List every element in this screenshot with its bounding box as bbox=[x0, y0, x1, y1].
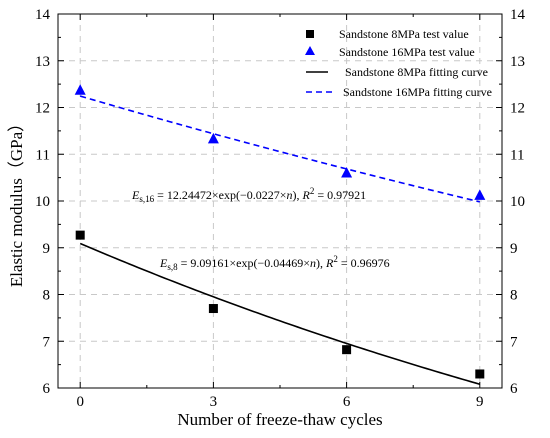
y-tick-label-right: 6 bbox=[510, 381, 518, 397]
point-16mpa bbox=[207, 132, 219, 144]
series-layer bbox=[74, 84, 486, 385]
point-8mpa bbox=[75, 230, 85, 240]
eq8-close: ), bbox=[316, 256, 326, 270]
x-tick-label: 0 bbox=[76, 394, 84, 410]
legend-triangle-marker bbox=[305, 46, 315, 55]
y-tick-label-right: 7 bbox=[510, 334, 518, 350]
eq16-r2-value: = 0.97921 bbox=[314, 188, 366, 202]
point-8mpa bbox=[208, 304, 218, 314]
eq8-r2-value: = 0.96976 bbox=[338, 256, 390, 270]
y-tick-label-left: 14 bbox=[35, 7, 51, 23]
equation-8mpa: Es,8 = 9.09161×exp(−0.04469×n), R2 = 0.9… bbox=[159, 254, 390, 272]
legend-square-marker bbox=[306, 30, 314, 38]
eq16-variable: n bbox=[287, 188, 293, 202]
eq8-superscript: 2 bbox=[333, 254, 338, 264]
y-tick-label-left: 6 bbox=[43, 381, 51, 397]
point-8mpa bbox=[475, 369, 485, 379]
y-tick-label-right: 11 bbox=[510, 147, 524, 163]
point-16mpa bbox=[74, 84, 86, 95]
legend: Sandstone 8MPa test value Sandstone 16MP… bbox=[305, 27, 492, 99]
x-tick-label: 3 bbox=[210, 394, 218, 410]
y-tick-label-left: 11 bbox=[36, 147, 50, 163]
eq16-r: R bbox=[302, 188, 311, 202]
y-tick-label-left: 8 bbox=[43, 288, 51, 304]
x-axis-title: Number of freeze-thaw cycles bbox=[177, 410, 382, 429]
eq8-subscript: s,8 bbox=[167, 262, 178, 272]
eq16-subscript: s,16 bbox=[139, 194, 154, 204]
point-16mpa bbox=[474, 189, 486, 200]
y-tick-label-right: 14 bbox=[510, 7, 526, 23]
eq8-variable: n bbox=[310, 256, 316, 270]
eq16-symbol: E bbox=[131, 188, 140, 202]
axis-ticks: 0 3 6 9 6 6 7 7 8 8 9 9 10 10 11 11 12 12 13 13 14 14 bbox=[35, 7, 526, 410]
legend-label-16mpa-test: Sandstone 16MPa test value bbox=[339, 45, 475, 59]
y-tick-label-right: 10 bbox=[510, 194, 525, 210]
eq8-body: = 9.09161×exp(−0.04469× bbox=[178, 256, 310, 270]
x-tick-label: 6 bbox=[343, 394, 351, 410]
y-tick-label-right: 8 bbox=[510, 288, 518, 304]
eq16-superscript: 2 bbox=[310, 186, 315, 196]
eq16-close: ), bbox=[293, 188, 303, 202]
y-tick-label-left: 12 bbox=[35, 101, 50, 117]
eq8-r: R bbox=[325, 256, 334, 270]
y-axis-title: Elastic modulus（GPa） bbox=[7, 115, 26, 287]
legend-label-8mpa-fit: Sandstone 8MPa fitting curve bbox=[345, 65, 488, 79]
y-tick-label-left: 7 bbox=[43, 334, 51, 350]
point-16mpa bbox=[341, 166, 353, 178]
y-tick-label-left: 13 bbox=[35, 54, 50, 70]
x-tick-label: 9 bbox=[476, 394, 484, 410]
fit-curve-8mpa bbox=[79, 242, 481, 385]
point-8mpa bbox=[342, 345, 352, 355]
y-tick-label-left: 10 bbox=[35, 194, 50, 210]
y-tick-label-left: 9 bbox=[43, 241, 51, 257]
y-tick-label-right: 13 bbox=[510, 54, 525, 70]
legend-label-8mpa-test: Sandstone 8MPa test value bbox=[339, 27, 469, 41]
eq16-body: = 12.24472×exp(−0.0227× bbox=[154, 188, 286, 202]
eq8-symbol: E bbox=[159, 256, 168, 270]
y-tick-label-right: 12 bbox=[510, 101, 525, 117]
gridlines bbox=[58, 14, 502, 388]
equation-16mpa: Es,16 = 12.24472×exp(−0.0227×n), R2 = 0.… bbox=[131, 186, 366, 204]
legend-label-16mpa-fit: Sandstone 16MPa fitting curve bbox=[343, 85, 492, 99]
y-tick-label-right: 9 bbox=[510, 241, 518, 257]
fit-curve-16mpa bbox=[79, 95, 480, 203]
